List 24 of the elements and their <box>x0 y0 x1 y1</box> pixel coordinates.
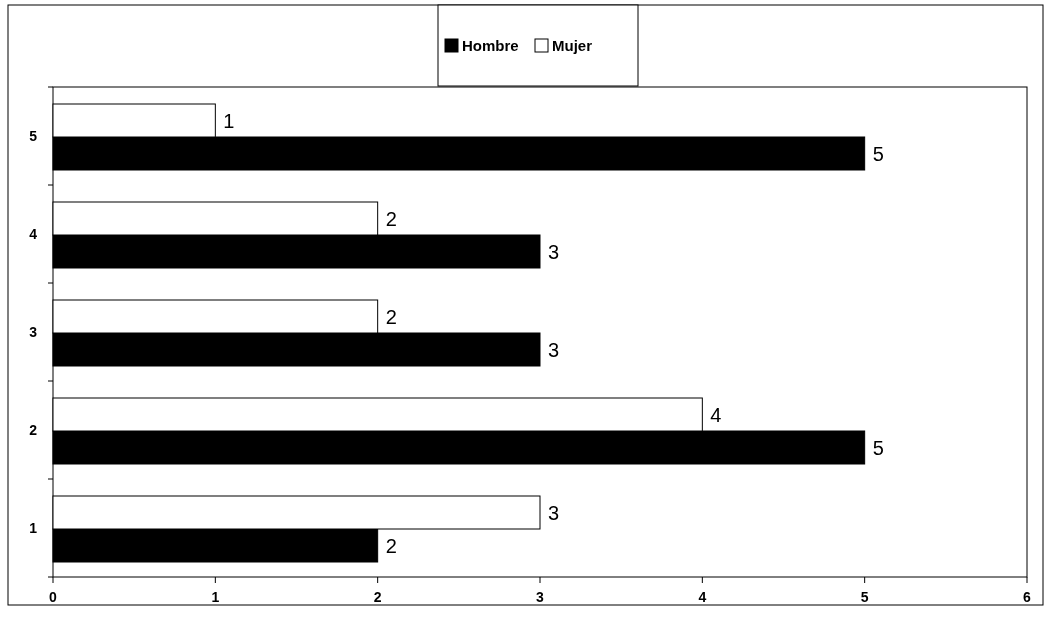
data-label: 3 <box>548 501 560 524</box>
y-tick-label: 4 <box>29 226 38 242</box>
y-tick-label: 2 <box>29 422 38 438</box>
data-label: 2 <box>385 534 397 557</box>
x-tick-label: 4 <box>698 589 707 605</box>
legend-label: Mujer <box>552 37 593 54</box>
x-tick-label: 2 <box>373 589 382 605</box>
x-tick-label: 1 <box>211 589 220 605</box>
y-tick-label: 3 <box>29 324 38 340</box>
legend-label: Hombre <box>462 37 519 54</box>
data-label: 2 <box>385 305 397 328</box>
x-tick-label: 6 <box>1023 589 1032 605</box>
data-label: 5 <box>872 436 884 459</box>
x-tick-label: 3 <box>536 589 545 605</box>
data-label: 5 <box>872 142 884 165</box>
data-label: 4 <box>710 403 722 426</box>
x-tick-label: 5 <box>860 589 869 605</box>
x-tick-label: 0 <box>49 589 58 605</box>
data-label: 1 <box>223 109 235 132</box>
data-label: 2 <box>385 207 397 230</box>
data-label: 3 <box>548 240 560 263</box>
y-tick-label: 1 <box>29 520 38 536</box>
y-tick-label: 5 <box>29 128 38 144</box>
data-label: 3 <box>548 338 560 361</box>
